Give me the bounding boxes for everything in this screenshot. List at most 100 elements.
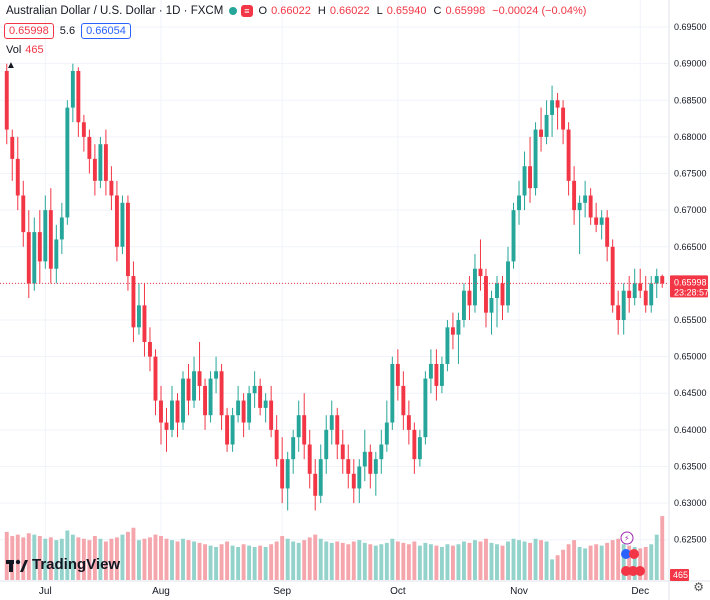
buy-button[interactable]: 0.66054 bbox=[81, 23, 131, 39]
volume-bar bbox=[274, 541, 279, 580]
volume-bar bbox=[528, 542, 532, 580]
economic-event-icon-2[interactable] bbox=[628, 566, 638, 576]
candle-body bbox=[203, 385, 208, 416]
volume-bar bbox=[362, 542, 367, 580]
time-tick-label: Sep bbox=[273, 586, 291, 597]
volume-bar bbox=[302, 540, 307, 580]
candles bbox=[4, 63, 665, 511]
candle-body bbox=[26, 232, 31, 284]
volume-bar bbox=[70, 534, 75, 580]
volume-bar bbox=[599, 545, 604, 580]
volume-bar bbox=[588, 545, 593, 580]
chart-settings-icon[interactable]: ⚙ bbox=[693, 580, 704, 594]
volume-bar bbox=[37, 536, 42, 580]
candle-body bbox=[368, 451, 373, 474]
candle-body bbox=[324, 429, 329, 460]
price-tick-label: 0.62500 bbox=[674, 535, 707, 545]
low-label: L bbox=[376, 5, 383, 17]
volume-bar bbox=[406, 544, 411, 580]
candle-body bbox=[445, 327, 450, 364]
candle-body bbox=[87, 136, 92, 159]
volume-bar bbox=[335, 541, 340, 580]
candle-body bbox=[181, 378, 185, 423]
volume-bar bbox=[616, 538, 621, 580]
volume-bar bbox=[461, 541, 466, 580]
candle-body bbox=[478, 268, 483, 277]
volume-bar bbox=[450, 545, 455, 580]
lightning-icon[interactable] bbox=[620, 531, 634, 545]
price-tick-label: 0.67500 bbox=[674, 169, 707, 179]
candle-body bbox=[269, 400, 274, 430]
volume-bar bbox=[561, 549, 566, 580]
flag-icon-2[interactable] bbox=[629, 549, 639, 559]
price-tick-label: 0.63500 bbox=[674, 461, 707, 471]
candle-body bbox=[588, 195, 593, 218]
volume-bar bbox=[384, 542, 389, 580]
candle-body bbox=[15, 158, 20, 196]
candle-body bbox=[500, 283, 505, 306]
volume-legend[interactable]: Vol 465 bbox=[6, 44, 44, 56]
volume-bar bbox=[627, 545, 632, 580]
candle-body bbox=[175, 400, 180, 423]
candle-body bbox=[137, 305, 141, 328]
price-axis[interactable]: 0.69500 0.69000 0.68500 0.68000 0.67500 0.670… bbox=[674, 22, 707, 545]
candle-body bbox=[439, 363, 444, 386]
candle-body bbox=[406, 415, 411, 430]
candle-body bbox=[280, 459, 285, 489]
collapse-legend-icon[interactable]: ▲ bbox=[6, 60, 16, 71]
candle-body bbox=[103, 144, 108, 181]
tradingview-logo-icon bbox=[6, 559, 28, 572]
candle-body bbox=[170, 400, 174, 430]
price-tick-label: 0.64000 bbox=[674, 425, 707, 435]
volume-bar bbox=[26, 533, 31, 580]
volume-bar bbox=[423, 542, 428, 580]
candle-body bbox=[643, 290, 648, 306]
volume-bar bbox=[109, 538, 114, 580]
volume-bar bbox=[186, 540, 191, 580]
volume-bar bbox=[318, 538, 323, 580]
tradingview-logo: TradingView bbox=[6, 556, 120, 573]
brand-name: TradingView bbox=[32, 556, 121, 573]
volume-value: 465 bbox=[25, 44, 44, 56]
volume-bar bbox=[660, 516, 665, 580]
time-tick-label: Oct bbox=[390, 586, 406, 597]
candle-body bbox=[572, 180, 577, 211]
volume-bar bbox=[307, 537, 312, 580]
flag-icon[interactable] bbox=[621, 549, 631, 559]
candle-body bbox=[236, 400, 241, 416]
volume-bar bbox=[103, 541, 108, 580]
volume-bar bbox=[247, 545, 252, 580]
price-tick-label: 0.65000 bbox=[674, 352, 707, 362]
symbol-title[interactable]: Australian Dollar / U.S. Dollar · 1D · F… bbox=[6, 5, 224, 17]
symbol-legend[interactable]: Australian Dollar / U.S. Dollar · 1D · F… bbox=[6, 5, 589, 17]
candle-body bbox=[384, 422, 389, 445]
legend-tag[interactable]: ≡ bbox=[241, 5, 253, 17]
event-icons[interactable]: ⚡ bbox=[620, 531, 645, 576]
price-tick-label: 0.69000 bbox=[674, 59, 707, 69]
candle-body bbox=[32, 232, 37, 284]
volume-bar bbox=[48, 537, 53, 580]
volume-bar bbox=[313, 534, 318, 580]
volume-bar bbox=[142, 538, 147, 580]
volume-bar bbox=[170, 540, 174, 580]
volume-bar bbox=[164, 538, 169, 580]
sell-button[interactable]: 0.65998 bbox=[4, 23, 54, 39]
time-axis[interactable]: JulAugSepOctNovDec2024Feb bbox=[0, 580, 710, 597]
candle-body bbox=[4, 70, 9, 130]
time-tick-label: Dec bbox=[631, 586, 649, 597]
candle-body bbox=[65, 107, 70, 218]
economic-event-icon-3[interactable] bbox=[635, 566, 645, 576]
volume-bar bbox=[555, 555, 560, 580]
volume-bar bbox=[175, 541, 180, 580]
candle-body bbox=[159, 400, 163, 423]
quote-row: 0.65998 5.6 0.66054 bbox=[4, 23, 131, 39]
change-value: −0.00024 (−0.04%) bbox=[492, 5, 587, 17]
volume-bar bbox=[230, 545, 235, 580]
candle-body bbox=[506, 261, 510, 306]
volume-bar bbox=[21, 537, 26, 580]
volume-bar bbox=[517, 540, 521, 580]
volume-badge: 465 bbox=[670, 569, 689, 581]
economic-event-icon[interactable] bbox=[621, 566, 631, 576]
volume-bar bbox=[434, 545, 439, 580]
